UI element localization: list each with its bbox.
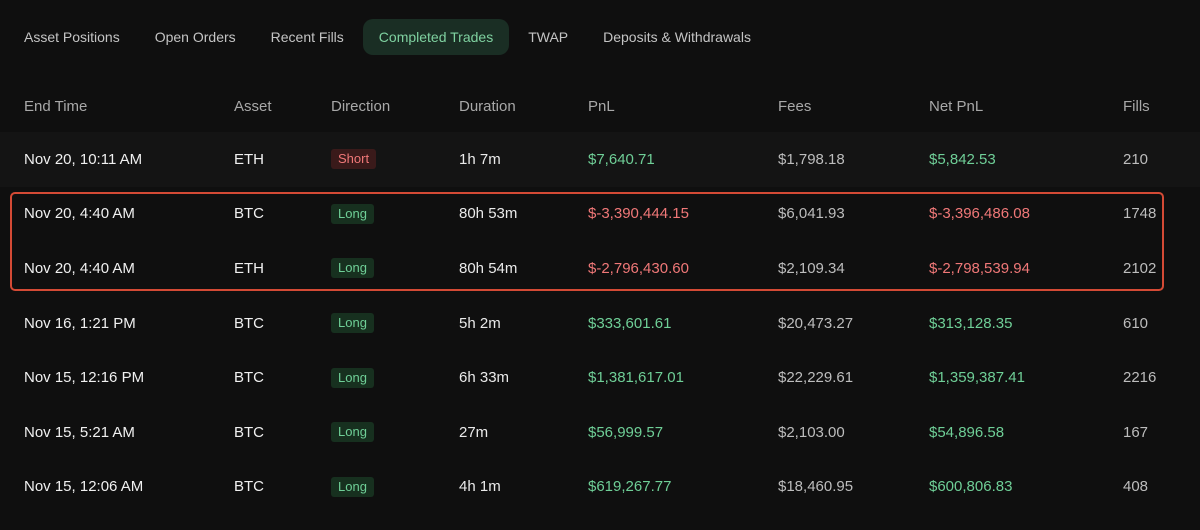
direction-cell: Long [331,405,374,460]
fees-cell: $1,798.18 [778,150,845,168]
header-fees[interactable]: Fees [778,97,812,115]
direction-badge: Long [331,422,374,443]
pnl-cell: $56,999.57 [588,423,664,441]
direction-badge: Long [331,313,374,334]
fills-cell: 210 [1123,150,1149,168]
tab-bar: Asset Positions Open Orders Recent Fills… [8,18,770,56]
fills-cell: 408 [1123,478,1149,496]
end-time-cell: Nov 20, 10:11 AM [24,150,143,168]
asset-cell: BTC [234,423,264,441]
asset-cell: BTC [234,205,264,223]
header-direction[interactable]: Direction [331,97,391,115]
duration-cell: 27m [459,423,489,441]
header-fills[interactable]: Fills [1123,97,1150,115]
direction-cell: Long [331,460,374,515]
duration-cell: 1h 7m [459,150,501,168]
end-time-cell: Nov 20, 4:40 AM [24,259,135,277]
pnl-cell: $619,267.77 [588,478,672,496]
fees-cell: $2,109.34 [778,259,845,277]
fills-cell: 610 [1123,314,1149,332]
pnl-cell: $333,601.61 [588,314,672,332]
pnl-cell: $7,640.71 [588,150,655,168]
direction-badge: Short [331,149,377,170]
pnl-cell: $1,381,617.01 [588,369,684,387]
net-pnl-cell: $-2,798,539.94 [929,259,1030,277]
direction-cell: Long [331,296,374,351]
direction-cell: Long [331,350,374,405]
direction-cell: Long [331,187,374,242]
net-pnl-cell: $313,128.35 [929,314,1013,332]
fees-cell: $18,460.95 [778,478,854,496]
header-net-pnl[interactable]: Net PnL [929,97,984,115]
direction-badge: Long [331,258,374,279]
net-pnl-cell: $600,806.83 [929,478,1013,496]
fills-cell: 1748 [1123,205,1157,223]
trades-table: End Time Asset Direction Duration PnL Fe… [0,80,1200,514]
header-pnl[interactable]: PnL [588,97,615,115]
duration-cell: 6h 33m [459,369,510,387]
pnl-cell: $-2,796,430.60 [588,259,689,277]
direction-badge: Long [331,476,374,497]
net-pnl-cell: $5,842.53 [929,150,996,168]
header-duration[interactable]: Duration [459,97,516,115]
table-row[interactable]: Nov 15, 5:21 AM BTC Long 27m $56,999.57 … [0,405,1200,460]
net-pnl-cell: $54,896.58 [929,423,1005,441]
end-time-cell: Nov 15, 5:21 AM [24,423,135,441]
asset-cell: BTC [234,369,264,387]
end-time-cell: Nov 15, 12:06 AM [24,478,144,496]
tab-open-orders[interactable]: Open Orders [154,29,236,45]
net-pnl-cell: $-3,396,486.08 [929,205,1030,223]
tab-recent-fills[interactable]: Recent Fills [270,29,344,45]
duration-cell: 4h 1m [459,478,501,496]
fees-cell: $22,229.61 [778,369,854,387]
fills-cell: 167 [1123,423,1149,441]
table-row[interactable]: Nov 20, 10:11 AM ETH Short 1h 7m $7,640.… [0,132,1200,187]
table-row[interactable]: Nov 16, 1:21 PM BTC Long 5h 2m $333,601.… [0,296,1200,351]
table-row[interactable]: Nov 20, 4:40 AM BTC Long 80h 53m $-3,390… [0,187,1200,242]
pnl-cell: $-3,390,444.15 [588,205,689,223]
asset-cell: BTC [234,478,264,496]
fees-cell: $6,041.93 [778,205,845,223]
end-time-cell: Nov 16, 1:21 PM [24,314,136,332]
tab-twap[interactable]: TWAP [528,29,569,45]
duration-cell: 5h 2m [459,314,501,332]
duration-cell: 80h 53m [459,205,518,223]
fills-cell: 2216 [1123,369,1157,387]
direction-cell: Short [331,132,377,187]
asset-cell: ETH [234,259,264,277]
direction-badge: Long [331,367,374,388]
fees-cell: $20,473.27 [778,314,854,332]
end-time-cell: Nov 15, 12:16 PM [24,369,145,387]
net-pnl-cell: $1,359,387.41 [929,369,1025,387]
header-end-time[interactable]: End Time [24,97,88,115]
asset-cell: BTC [234,314,264,332]
header-asset[interactable]: Asset [234,97,272,115]
asset-cell: ETH [234,150,264,168]
direction-cell: Long [331,241,374,296]
table-row[interactable]: Nov 15, 12:06 AM BTC Long 4h 1m $619,267… [0,460,1200,515]
table-header-row: End Time Asset Direction Duration PnL Fe… [0,80,1200,132]
tab-completed-trades[interactable]: Completed Trades [362,19,510,55]
duration-cell: 80h 54m [459,259,518,277]
fills-cell: 2102 [1123,259,1157,277]
direction-badge: Long [331,203,374,224]
fees-cell: $2,103.00 [778,423,845,441]
end-time-cell: Nov 20, 4:40 AM [24,205,135,223]
table-row[interactable]: Nov 20, 4:40 AM ETH Long 80h 54m $-2,796… [0,241,1200,296]
table-row[interactable]: Nov 15, 12:16 PM BTC Long 6h 33m $1,381,… [0,350,1200,405]
tab-asset-positions[interactable]: Asset Positions [24,29,120,45]
tab-deposits-withdrawals[interactable]: Deposits & Withdrawals [603,29,751,45]
